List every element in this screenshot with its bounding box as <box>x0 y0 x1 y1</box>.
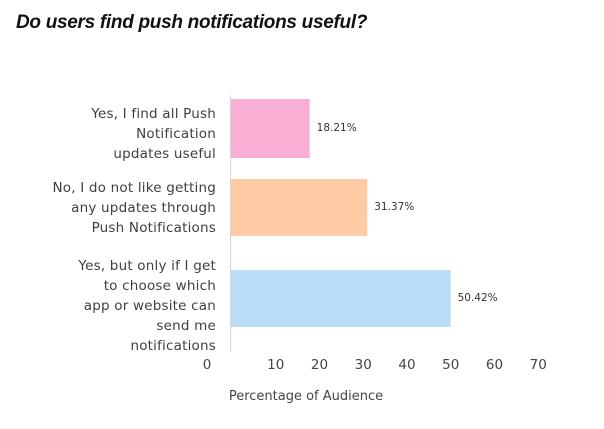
category-label-1: No, I do not like getting any updates thr… <box>11 178 216 238</box>
x-tick-label: 30 <box>354 357 372 373</box>
x-tick-label: 60 <box>485 357 504 373</box>
category-label-line: Yes, but only if I get <box>78 258 216 274</box>
category-label-0: Yes, I find all Push Notification updates … <box>11 104 216 164</box>
bar-0 <box>231 99 310 158</box>
category-label-line: send me <box>156 318 216 334</box>
x-axis-title: Percentage of Audience <box>228 389 384 404</box>
bar-value-label-0: 18.21% <box>316 121 357 134</box>
category-label-line: Notification <box>136 126 216 142</box>
category-label-2: Yes, but only if I get to choose which app… <box>11 256 216 356</box>
category-label-line: notifications <box>130 338 216 354</box>
x-tick-label: 70 <box>529 357 547 373</box>
x-tick-label: 40 <box>398 357 416 373</box>
category-label-line: No, I do not like getting <box>52 180 216 196</box>
category-label-line: app or website can <box>83 298 216 314</box>
bar-1 <box>231 179 368 236</box>
x-tick-label: 10 <box>267 357 285 373</box>
category-label-line: Yes, I find all Push <box>91 106 216 122</box>
category-label-line: Push Notifications <box>91 220 216 236</box>
x-tick-label: 20 <box>310 357 329 373</box>
bar-value-label-1: 31.37% <box>374 200 415 213</box>
bar-2 <box>231 270 451 327</box>
category-label-line: updates useful <box>113 146 216 162</box>
bar-value-label-2: 50.42% <box>457 291 498 304</box>
x-tick-label: 50 <box>442 357 460 373</box>
category-label-line: any updates through <box>71 200 216 216</box>
category-label-line: to choose which <box>103 278 216 294</box>
x-tick-label: 0 <box>202 357 212 373</box>
chart-title: Do users find push notifications useful? <box>16 12 368 33</box>
